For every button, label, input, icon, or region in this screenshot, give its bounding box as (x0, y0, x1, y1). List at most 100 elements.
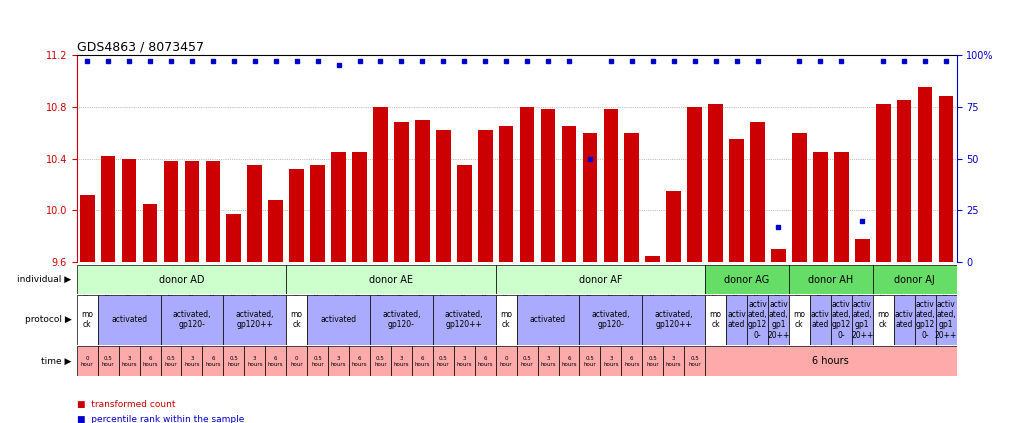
Text: activ
ated: activ ated (895, 310, 914, 330)
Bar (97, 295, 161, 345)
Text: 3
hours: 3 hours (330, 356, 347, 367)
Text: mo
ck: mo ck (794, 310, 805, 330)
Bar (80, 195, 94, 262)
Bar (789, 265, 873, 294)
Bar (646, 256, 660, 262)
Text: activated: activated (530, 315, 566, 324)
Bar (873, 295, 894, 345)
Text: 6
hours: 6 hours (624, 356, 639, 367)
Text: activated,
gp120-: activated, gp120- (383, 310, 420, 330)
Bar (894, 295, 915, 345)
Bar (726, 295, 747, 345)
Bar (621, 346, 642, 376)
Text: 0.5
hour: 0.5 hour (647, 356, 659, 367)
Text: 3
hours: 3 hours (456, 356, 472, 367)
Text: 0
hour: 0 hour (500, 356, 513, 367)
Text: mo
ck: mo ck (877, 310, 889, 330)
Text: 3
hours: 3 hours (122, 356, 137, 367)
Bar (142, 204, 158, 262)
Bar (687, 107, 702, 262)
Bar (876, 104, 890, 262)
Bar (873, 265, 957, 294)
Bar (349, 346, 370, 376)
Bar (97, 346, 119, 376)
Bar (831, 295, 852, 345)
Text: 6
hours: 6 hours (206, 356, 221, 367)
Text: donor AF: donor AF (579, 275, 622, 285)
Bar (457, 165, 472, 262)
Bar (286, 295, 307, 345)
Text: activ
ated,
gp12
0-: activ ated, gp12 0- (748, 299, 767, 340)
Bar (307, 346, 328, 376)
Text: 3
hours: 3 hours (666, 356, 681, 367)
Bar (789, 295, 810, 345)
Bar (496, 265, 705, 294)
Bar (415, 120, 430, 262)
Bar (834, 152, 849, 262)
Bar (705, 346, 957, 376)
Bar (164, 161, 178, 262)
Bar (352, 152, 367, 262)
Bar (268, 200, 283, 262)
Text: mo
ck: mo ck (291, 310, 303, 330)
Text: 0.5
hour: 0.5 hour (227, 356, 240, 367)
Bar (624, 133, 639, 262)
Text: 6
hours: 6 hours (268, 356, 283, 367)
Bar (771, 249, 786, 262)
Bar (579, 295, 642, 345)
Bar (537, 346, 559, 376)
Bar (897, 100, 911, 262)
Text: 0.5
hour: 0.5 hour (688, 356, 701, 367)
Bar (206, 161, 220, 262)
Bar (705, 265, 789, 294)
Bar (562, 126, 576, 262)
Bar (642, 295, 705, 345)
Bar (517, 346, 537, 376)
Text: 6
hours: 6 hours (352, 356, 367, 367)
Bar (391, 346, 412, 376)
Bar (203, 346, 223, 376)
Bar (328, 346, 349, 376)
Bar (810, 295, 831, 345)
Bar (499, 126, 514, 262)
Bar (433, 346, 454, 376)
Bar (517, 295, 579, 345)
Bar (855, 239, 870, 262)
Text: donor AG: donor AG (724, 275, 769, 285)
Bar (223, 295, 286, 345)
Text: activ
ated: activ ated (727, 310, 746, 330)
Bar (936, 295, 957, 345)
Bar (370, 346, 391, 376)
Text: activated: activated (112, 315, 147, 324)
Text: 3
hours: 3 hours (604, 356, 619, 367)
Text: activ
ated,
gp1
20++: activ ated, gp1 20++ (935, 299, 958, 340)
Text: 3
hours: 3 hours (540, 356, 555, 367)
Bar (496, 295, 517, 345)
Bar (290, 169, 304, 262)
Bar (729, 139, 744, 262)
Bar (559, 346, 579, 376)
Bar (370, 295, 433, 345)
Text: 0.5
hour: 0.5 hour (102, 356, 115, 367)
Bar (792, 133, 807, 262)
Bar (454, 346, 475, 376)
Bar (161, 295, 223, 345)
Text: activated,
gp120++: activated, gp120++ (235, 310, 274, 330)
Text: 0.5
hour: 0.5 hour (374, 356, 387, 367)
Bar (248, 165, 262, 262)
Text: activated,
gp120-: activated, gp120- (591, 310, 630, 330)
Text: 0.5
hour: 0.5 hour (583, 356, 596, 367)
Text: 0.5
hour: 0.5 hour (165, 356, 177, 367)
Text: activated: activated (320, 315, 357, 324)
Bar (161, 346, 181, 376)
Bar (684, 346, 705, 376)
Text: time ▶: time ▶ (41, 357, 72, 366)
Bar (666, 191, 681, 262)
Text: 6
hours: 6 hours (562, 356, 577, 367)
Bar (750, 122, 765, 262)
Bar (226, 214, 241, 262)
Bar (286, 346, 307, 376)
Bar (496, 346, 517, 376)
Text: 3
hours: 3 hours (184, 356, 199, 367)
Text: GDS4863 / 8073457: GDS4863 / 8073457 (77, 41, 204, 54)
